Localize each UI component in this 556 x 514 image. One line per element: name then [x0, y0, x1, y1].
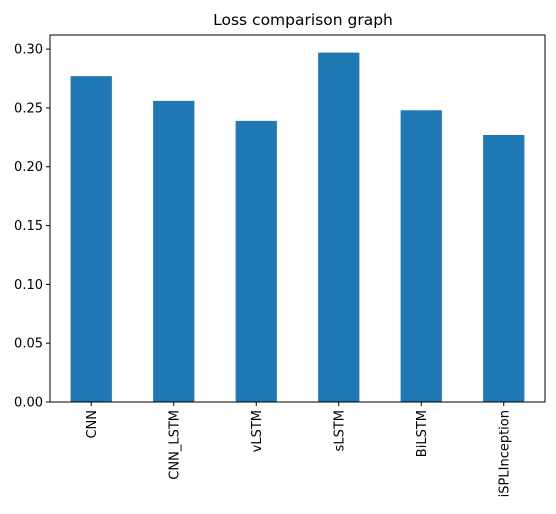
y-tick-label: 0.10: [14, 278, 43, 293]
x-tick-label: BiLSTM: [415, 410, 430, 457]
bar-slstm: [318, 53, 359, 402]
y-tick-label: 0.05: [14, 337, 43, 352]
y-tick-label: 0.25: [14, 101, 43, 116]
bar-vlstm: [236, 121, 277, 402]
x-tick-label: CNN_LSTM: [167, 410, 182, 480]
x-tick-label: sLSTM: [332, 410, 347, 451]
y-tick-label: 0.30: [14, 43, 43, 58]
x-tick-label: iSPLInception: [497, 410, 512, 497]
y-tick-label: 0.15: [14, 219, 43, 234]
y-axis: 0.00 0.05 0.10 0.15 0.20 0.25 0.30: [14, 43, 50, 411]
x-axis: CNN CNN_LSTM vLSTM sLSTM BiLSTM iSPLInception: [85, 402, 513, 497]
bar-cnn: [71, 76, 112, 402]
x-tick-label: vLSTM: [250, 410, 265, 452]
bar-isplinception: [483, 135, 524, 402]
x-tick-label: CNN: [85, 410, 100, 439]
plot-frame: [50, 35, 545, 402]
y-tick-label: 0.00: [14, 396, 43, 411]
bar-cnn-lstm: [153, 101, 194, 402]
chart-title: Loss comparison graph: [213, 11, 393, 29]
bar-bilstm: [401, 110, 442, 402]
bars-group: [71, 53, 525, 402]
y-tick-label: 0.20: [14, 160, 43, 175]
